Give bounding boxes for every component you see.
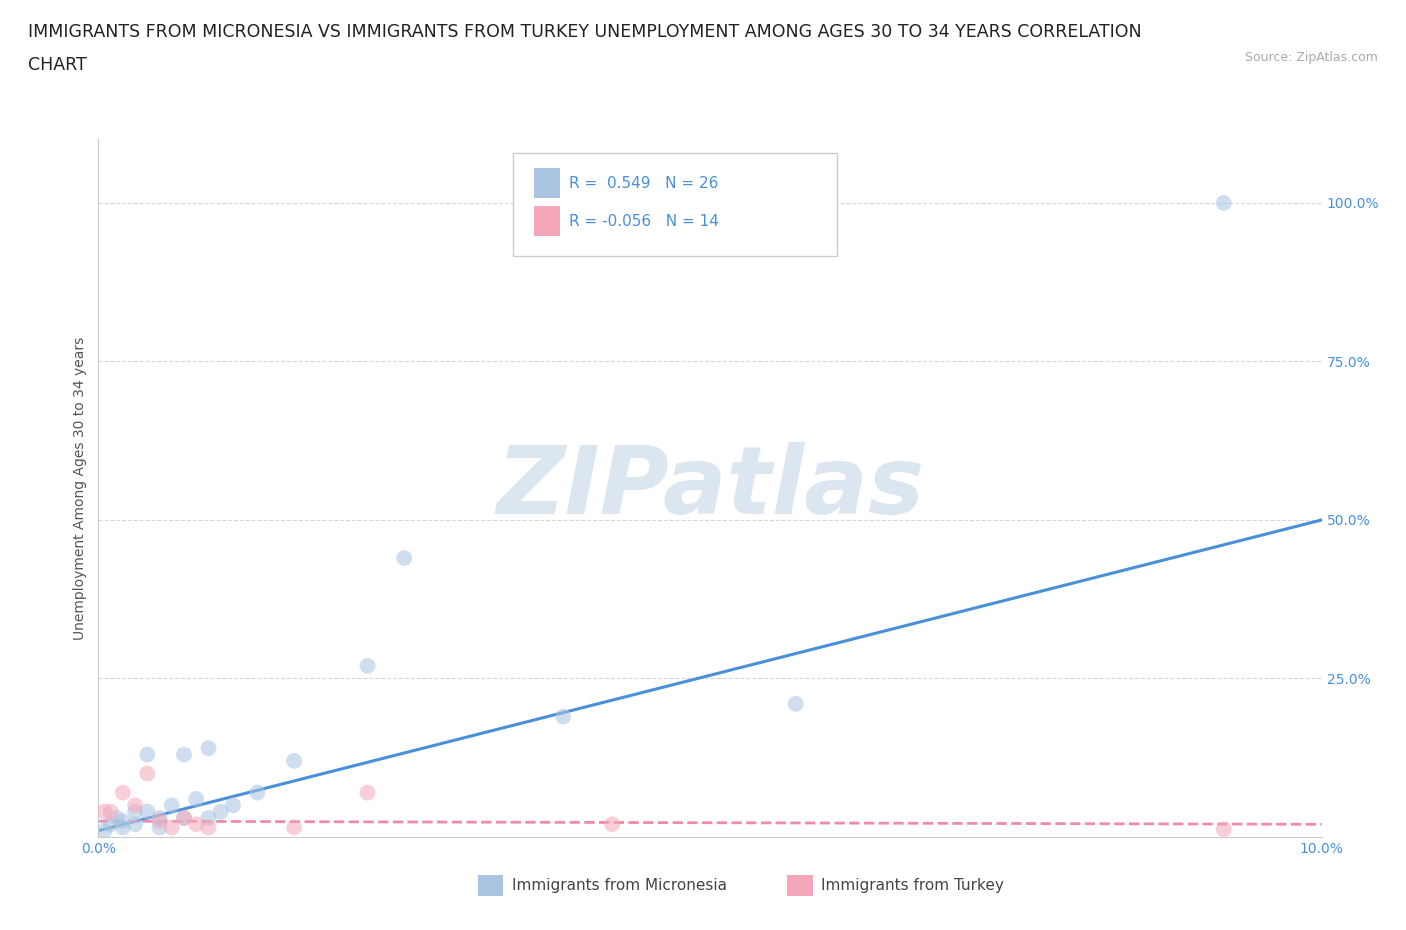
Point	[600, 817, 623, 831]
Point	[93, 823, 115, 838]
Point	[392, 551, 416, 565]
Point	[105, 811, 128, 826]
Y-axis label: Unemployment Among Ages 30 to 34 years: Unemployment Among Ages 30 to 34 years	[73, 337, 87, 640]
Point	[100, 817, 122, 831]
Point	[100, 804, 122, 819]
Text: ZIPatlas: ZIPatlas	[496, 443, 924, 534]
Point	[785, 697, 807, 711]
Point	[93, 804, 115, 819]
Point	[136, 766, 159, 781]
Point	[197, 820, 219, 835]
Text: R = -0.056   N = 14: R = -0.056 N = 14	[569, 214, 720, 229]
Point	[111, 814, 134, 829]
Point	[186, 791, 208, 806]
Point	[136, 804, 159, 819]
Point	[246, 785, 269, 800]
Point	[173, 811, 195, 826]
Text: Immigrants from Micronesia: Immigrants from Micronesia	[512, 878, 727, 893]
Point	[173, 747, 195, 762]
Point	[222, 798, 245, 813]
Point	[356, 658, 378, 673]
Point	[124, 798, 146, 813]
Point	[124, 804, 146, 819]
Text: R =  0.549   N = 26: R = 0.549 N = 26	[569, 176, 718, 191]
Point	[111, 820, 134, 835]
Point	[197, 811, 219, 826]
Point	[136, 747, 159, 762]
Text: Immigrants from Turkey: Immigrants from Turkey	[821, 878, 1004, 893]
Point	[186, 817, 208, 831]
Point	[111, 785, 134, 800]
Point	[553, 709, 575, 724]
Text: Source: ZipAtlas.com: Source: ZipAtlas.com	[1244, 51, 1378, 64]
Point	[149, 814, 172, 829]
Point	[160, 798, 183, 813]
Point	[283, 820, 305, 835]
Point	[160, 820, 183, 835]
Point	[209, 804, 232, 819]
Point	[1212, 822, 1234, 837]
Point	[149, 820, 172, 835]
Point	[197, 741, 219, 756]
Point	[124, 817, 146, 831]
Point	[173, 811, 195, 826]
Point	[356, 785, 378, 800]
Point	[283, 753, 305, 768]
Text: CHART: CHART	[28, 56, 87, 73]
Text: IMMIGRANTS FROM MICRONESIA VS IMMIGRANTS FROM TURKEY UNEMPLOYMENT AMONG AGES 30 : IMMIGRANTS FROM MICRONESIA VS IMMIGRANTS…	[28, 23, 1142, 41]
Point	[1212, 195, 1234, 210]
Point	[149, 811, 172, 826]
